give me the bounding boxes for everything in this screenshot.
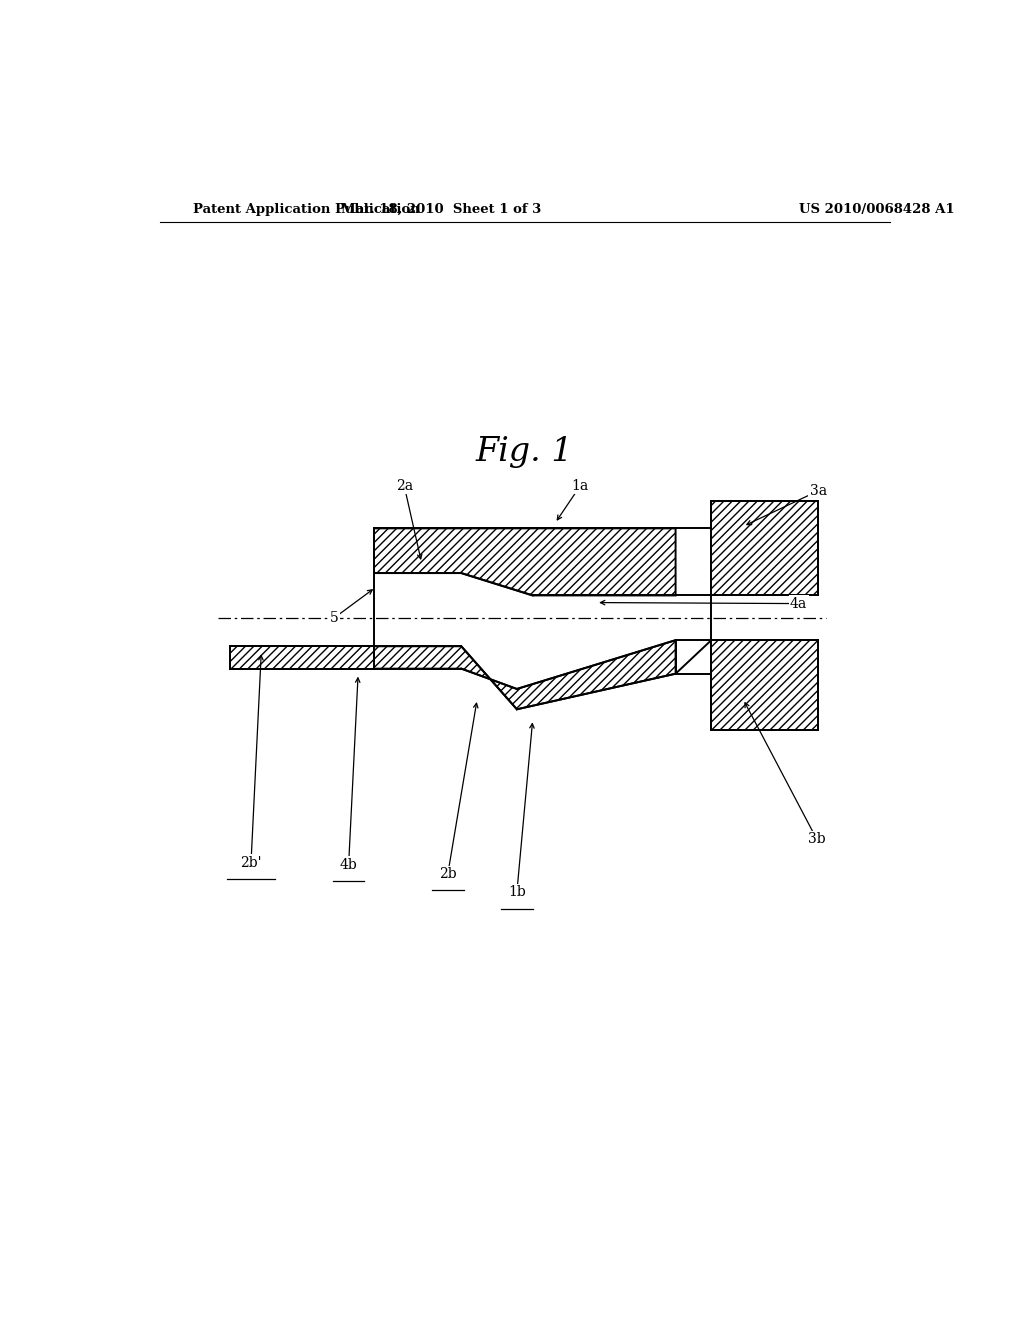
Text: 1b: 1b <box>508 886 525 899</box>
Text: Fig. 1: Fig. 1 <box>476 437 573 469</box>
Text: 4b: 4b <box>340 858 357 871</box>
Text: US 2010/0068428 A1: US 2010/0068428 A1 <box>799 203 954 216</box>
Text: 5: 5 <box>330 611 339 624</box>
Polygon shape <box>712 640 818 730</box>
Text: Patent Application Publication: Patent Application Publication <box>194 203 420 216</box>
Text: Mar. 18, 2010  Sheet 1 of 3: Mar. 18, 2010 Sheet 1 of 3 <box>341 203 542 216</box>
Text: 1a: 1a <box>571 479 589 492</box>
Polygon shape <box>374 640 676 709</box>
Polygon shape <box>374 528 676 595</box>
Polygon shape <box>712 500 818 595</box>
Text: 2b': 2b' <box>241 855 262 870</box>
Text: 2a: 2a <box>395 479 413 492</box>
Text: 3a: 3a <box>810 483 827 498</box>
Polygon shape <box>229 647 374 669</box>
Text: 4a: 4a <box>790 597 807 611</box>
Text: 2b: 2b <box>439 867 457 880</box>
Text: 3b: 3b <box>808 833 825 846</box>
